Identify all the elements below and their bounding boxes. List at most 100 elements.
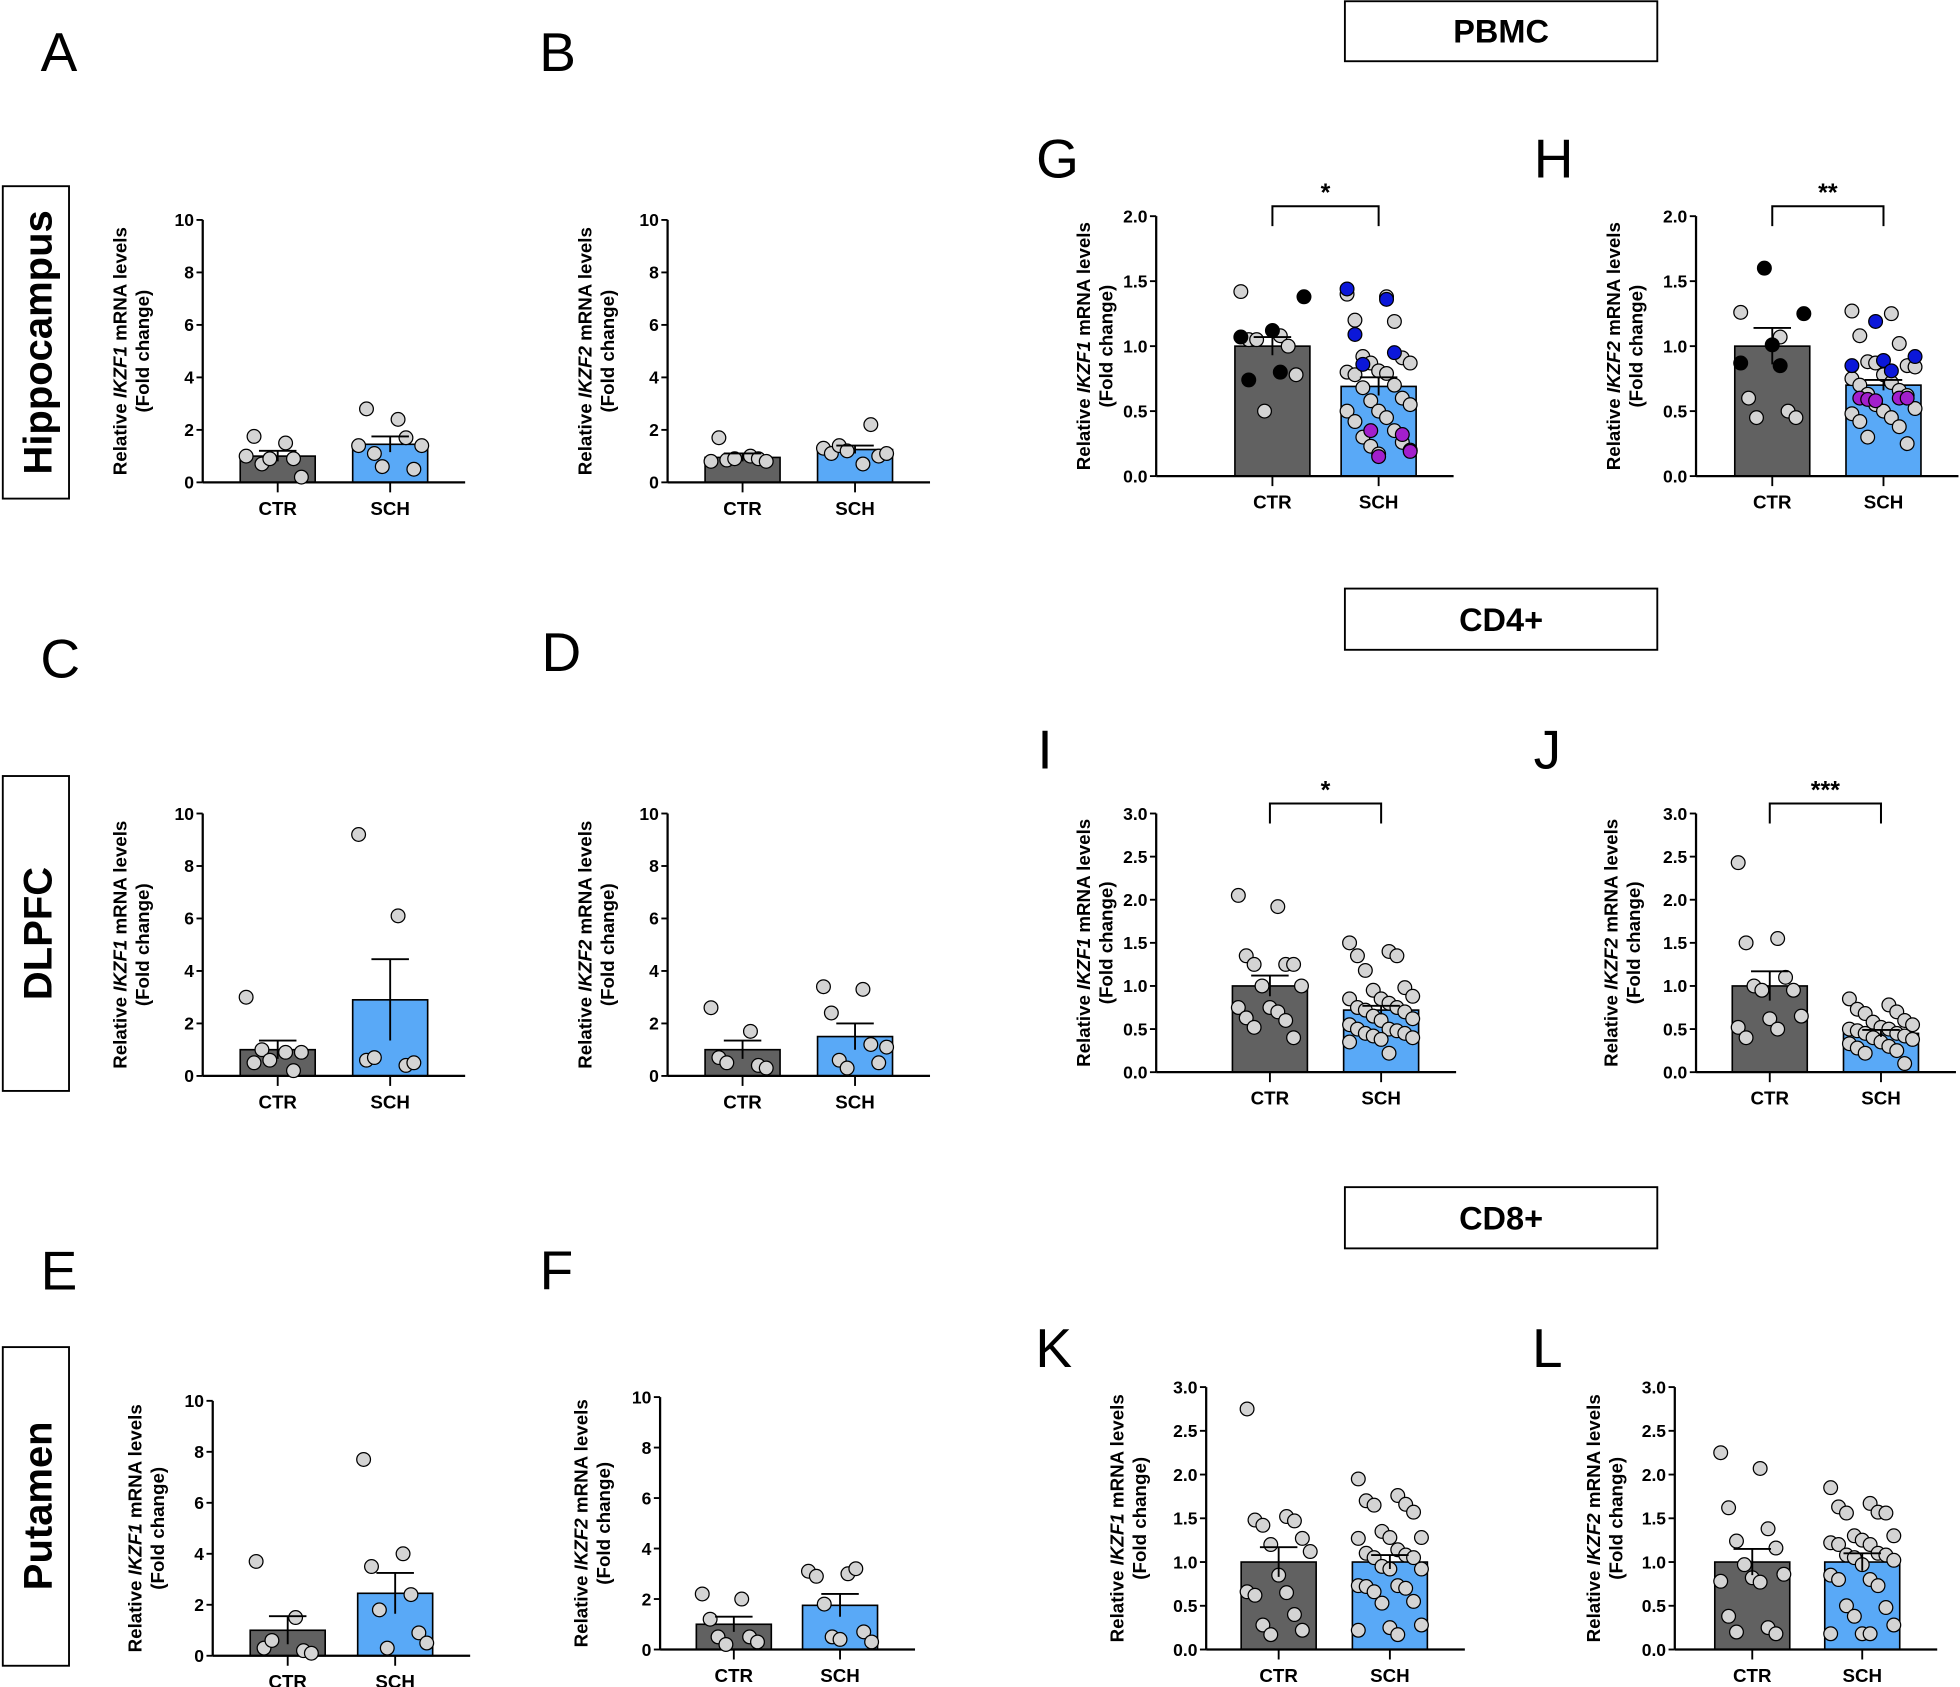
data-point-sch	[855, 981, 871, 997]
significance-label: *	[1321, 179, 1331, 207]
data-point-ctr	[1247, 1587, 1263, 1603]
panel-i: I Relative IKZF1 mRNA levels(Fold change)…	[1037, 719, 1457, 1109]
y-axis-label: Relative IKZF2 mRNA levels	[574, 821, 595, 1069]
error-bar	[1751, 970, 1789, 1001]
y-axis-label: Relative IKZF1 mRNA levels	[124, 1404, 145, 1652]
y-tick-label: 0.0	[1123, 1062, 1147, 1082]
data-point-ctr	[1730, 855, 1746, 871]
data-point-sch	[356, 1451, 372, 1467]
panel-c: C Relative IKZF1 mRNA levels(Fold change)…	[40, 627, 466, 1112]
data-point-ctr	[1741, 390, 1757, 406]
y-tick-label: 8	[184, 856, 194, 876]
data-point-ctr	[1713, 1573, 1729, 1589]
error-bar	[1251, 974, 1289, 997]
data-point-sch	[1883, 306, 1899, 322]
data-point-ctr	[1768, 1626, 1784, 1642]
y-tick-label: 3.0	[1663, 804, 1687, 824]
data-point-ctr	[1760, 1521, 1776, 1537]
data-point-sch	[1379, 410, 1395, 426]
error-bar	[1362, 1004, 1400, 1015]
panel-letter: D	[542, 621, 582, 683]
y-axis-label: Relative IKZF1 mRNA levels	[110, 227, 131, 475]
data-point-sch	[1844, 303, 1860, 319]
data-point-sch	[1374, 1595, 1390, 1611]
data-point-sch	[1841, 991, 1857, 1007]
y-label-gene: IKZF1	[124, 1523, 145, 1575]
data-point-ctr	[246, 428, 262, 444]
data-point-sch	[1907, 349, 1923, 365]
error-bar	[258, 1039, 297, 1059]
y-label-suffix: mRNA levels	[1073, 819, 1094, 938]
data-point-sch	[1878, 1600, 1894, 1616]
data-point-ctr	[1294, 1622, 1310, 1638]
y-label-suffix: mRNA levels	[1107, 1394, 1128, 1513]
data-point-ctr	[262, 451, 278, 467]
data-point-ctr	[1286, 1513, 1302, 1529]
y-axis-label-line2: (Fold change)	[1129, 1457, 1150, 1580]
y-axis-label: Relative IKZF2 mRNA levels	[1600, 819, 1621, 1067]
data-point-ctr	[238, 448, 254, 464]
error-bar	[376, 1571, 414, 1614]
error-bar	[1259, 1546, 1298, 1577]
data-point-ctr	[1756, 260, 1772, 276]
panel-letter: B	[539, 21, 576, 83]
y-tick-label: 10	[175, 804, 194, 824]
y-label-gene: IKZF2	[1603, 341, 1624, 394]
panel-letter: G	[1036, 127, 1079, 189]
error-bar	[1862, 1028, 1900, 1037]
y-tick-label: 0.5	[1663, 401, 1688, 421]
error-bar	[371, 435, 409, 453]
data-point-ctr	[246, 1055, 262, 1071]
error-bar	[723, 1039, 762, 1059]
data-point-ctr	[703, 453, 719, 469]
data-point-sch	[1347, 414, 1363, 430]
data-point-ctr	[1249, 332, 1265, 348]
data-point-sch	[1398, 1580, 1414, 1596]
data-point-ctr	[1255, 1617, 1271, 1633]
y-tick-label: 0.0	[1663, 466, 1687, 486]
y-tick-label: 1.5	[1123, 933, 1148, 953]
y-tick-label: 8	[642, 1438, 652, 1458]
data-point-sch	[823, 1005, 839, 1021]
data-point-ctr	[1793, 1008, 1809, 1024]
data-point-sch	[1339, 403, 1355, 419]
y-tick-label: 2.0	[1123, 890, 1147, 910]
data-point-ctr	[718, 1636, 734, 1652]
error-bar	[268, 1615, 307, 1645]
y-axis-label: Relative IKZF2 mRNA levels	[574, 227, 595, 475]
data-point-sch	[1823, 1480, 1839, 1496]
data-point-ctr	[1230, 1000, 1246, 1016]
y-label-gene: IKZF2	[574, 346, 595, 399]
y-tick-label: 2.0	[1663, 206, 1687, 226]
x-tick-label: CTR	[258, 1091, 297, 1112]
error-bar	[1753, 327, 1792, 365]
panel-letter: A	[41, 21, 78, 83]
data-point-ctr	[702, 1611, 718, 1627]
data-point-sch	[1347, 326, 1363, 342]
data-point-ctr	[1288, 367, 1304, 383]
data-point-sch	[839, 1060, 855, 1076]
data-point-sch	[1339, 281, 1355, 297]
y-label-suffix: mRNA levels	[1073, 222, 1094, 341]
data-point-ctr	[1286, 956, 1302, 972]
data-point-sch	[832, 1631, 848, 1647]
bar-ctr	[1231, 985, 1309, 1073]
data-point-sch	[1852, 328, 1868, 344]
y-label-prefix: Relative	[571, 1570, 592, 1647]
x-tick-label: CTR	[1259, 1665, 1298, 1686]
data-point-sch	[1381, 1045, 1397, 1061]
data-point-ctr	[285, 1063, 301, 1079]
y-label-suffix: mRNA levels	[574, 821, 595, 940]
data-point-ctr	[734, 1591, 750, 1607]
x-tick-label: SCH	[1359, 492, 1399, 513]
panel-h: H Relative IKZF2 mRNA levels(Fold change)…	[1534, 127, 1959, 513]
data-point-sch	[1868, 393, 1884, 409]
y-tick-label: 0.5	[1123, 401, 1148, 421]
y-axis-label-line2: (Fold change)	[1625, 285, 1646, 408]
cd4-section-box: CD4+	[1343, 587, 1659, 651]
y-tick-label: 2.0	[1123, 206, 1147, 226]
y-axis-label-line2: (Fold change)	[132, 883, 153, 1006]
data-point-ctr	[278, 435, 294, 451]
data-point-ctr	[1730, 1019, 1746, 1035]
y-tick-label: 6	[184, 315, 194, 335]
